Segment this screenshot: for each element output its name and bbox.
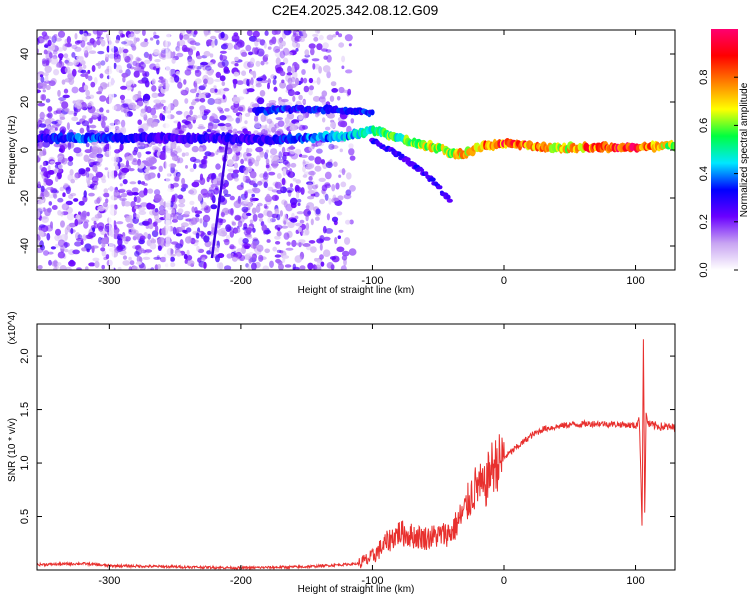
- snr-plot-area: [37, 324, 675, 570]
- colorbar-tick-label: 0.0: [698, 262, 710, 277]
- colorbar-tick-label: 0.2: [698, 214, 710, 229]
- snr-series-line: [37, 339, 675, 570]
- spectrogram-ylabel: Frequency (Hz): [7, 116, 18, 185]
- diagonal-streak: [210, 137, 229, 259]
- snr-multiplier: (x10^4): [7, 311, 18, 344]
- tick-label-y: 1.5: [19, 402, 31, 417]
- tick-label-y: 40: [19, 48, 31, 60]
- colorbar: 0.0 0.2 0.4 0.6 0.8 Normalized spectral ampl…: [698, 29, 750, 278]
- colorbar-bar: [711, 29, 738, 270]
- tick-label-x: -300: [98, 575, 120, 587]
- colorbar-tick-label: 0.6: [698, 118, 710, 133]
- snr-ylabel: SNR (10 * v/v): [7, 418, 18, 482]
- snr-content: [37, 339, 675, 570]
- main-ridge: [37, 125, 675, 160]
- tick-label-x: -100: [361, 575, 383, 587]
- tick-label-x: -300: [98, 275, 120, 287]
- tick-label-x: -200: [230, 275, 252, 287]
- tick-label-y: 0: [19, 147, 31, 153]
- tick-label-y: -20: [19, 190, 31, 206]
- snr-frame: [36, 323, 676, 571]
- snr-panel: -300 -200 -100 0 100 0.5 1.0 1.5 2.0 (x10^4) SNR…: [7, 311, 676, 595]
- tick-label-y: 0.5: [19, 509, 31, 524]
- colorbar-tick-label: 0.8: [698, 70, 710, 85]
- tick-label-y: 2.0: [19, 348, 31, 363]
- tick-label-y: -40: [19, 238, 31, 254]
- tick-label-x: 100: [626, 575, 644, 587]
- snr-xlabel: Height of straight line (km): [298, 584, 415, 595]
- tick-label-x: 0: [501, 575, 507, 587]
- figure-title: C2E4.2025.342.08.12.G09: [272, 2, 439, 18]
- colorbar-ticks: 0.0 0.2 0.4 0.6 0.8: [698, 70, 738, 278]
- spectrogram-xlabel: Height of straight line (km): [298, 285, 415, 296]
- tick-label-x: 0: [501, 275, 507, 287]
- tick-label-y: 1.0: [19, 455, 31, 470]
- snr-ticks: -300 -200 -100 0 100 0.5 1.0 1.5 2.0: [19, 324, 675, 587]
- tick-label-y: 20: [19, 96, 31, 108]
- upper-branch: [252, 104, 375, 118]
- tick-label-x: 100: [626, 275, 644, 287]
- tick-label-x: -100: [361, 275, 383, 287]
- colorbar-label: Normalized spectral amplitude: [739, 82, 750, 217]
- spectrogram-content: [37, 30, 675, 270]
- colorbar-tick-label: 0.4: [698, 166, 710, 181]
- noise-speckle: [37, 30, 357, 270]
- lower-branch: [369, 137, 453, 203]
- tick-label-x: -200: [230, 575, 252, 587]
